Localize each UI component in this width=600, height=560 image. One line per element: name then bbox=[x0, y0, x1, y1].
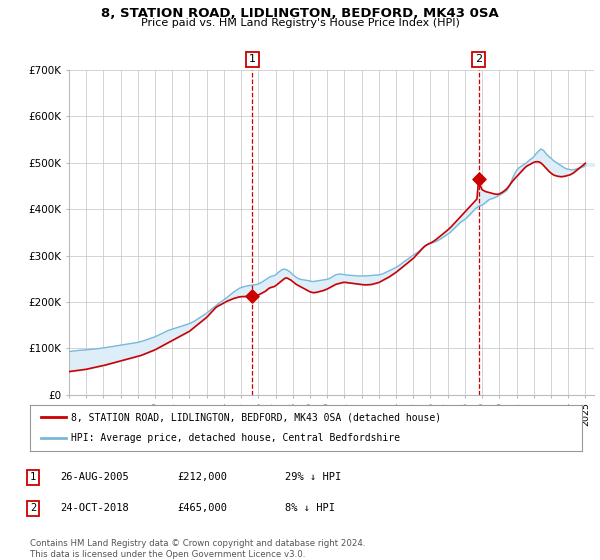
Text: £465,000: £465,000 bbox=[177, 503, 227, 514]
Text: 26-AUG-2005: 26-AUG-2005 bbox=[60, 472, 129, 482]
Text: £212,000: £212,000 bbox=[177, 472, 227, 482]
Text: 2: 2 bbox=[475, 54, 482, 64]
Text: 2: 2 bbox=[30, 503, 36, 514]
Text: HPI: Average price, detached house, Central Bedfordshire: HPI: Average price, detached house, Cent… bbox=[71, 433, 400, 444]
Text: 8, STATION ROAD, LIDLINGTON, BEDFORD, MK43 0SA: 8, STATION ROAD, LIDLINGTON, BEDFORD, MK… bbox=[101, 7, 499, 20]
Text: 29% ↓ HPI: 29% ↓ HPI bbox=[285, 472, 341, 482]
Text: 8, STATION ROAD, LIDLINGTON, BEDFORD, MK43 0SA (detached house): 8, STATION ROAD, LIDLINGTON, BEDFORD, MK… bbox=[71, 412, 442, 422]
Point bbox=[248, 292, 257, 301]
Text: 8% ↓ HPI: 8% ↓ HPI bbox=[285, 503, 335, 514]
Text: 1: 1 bbox=[249, 54, 256, 64]
Text: 1: 1 bbox=[30, 472, 36, 482]
Text: Price paid vs. HM Land Registry's House Price Index (HPI): Price paid vs. HM Land Registry's House … bbox=[140, 18, 460, 29]
Text: 24-OCT-2018: 24-OCT-2018 bbox=[60, 503, 129, 514]
Point bbox=[474, 175, 484, 184]
Text: Contains HM Land Registry data © Crown copyright and database right 2024.
This d: Contains HM Land Registry data © Crown c… bbox=[30, 539, 365, 559]
